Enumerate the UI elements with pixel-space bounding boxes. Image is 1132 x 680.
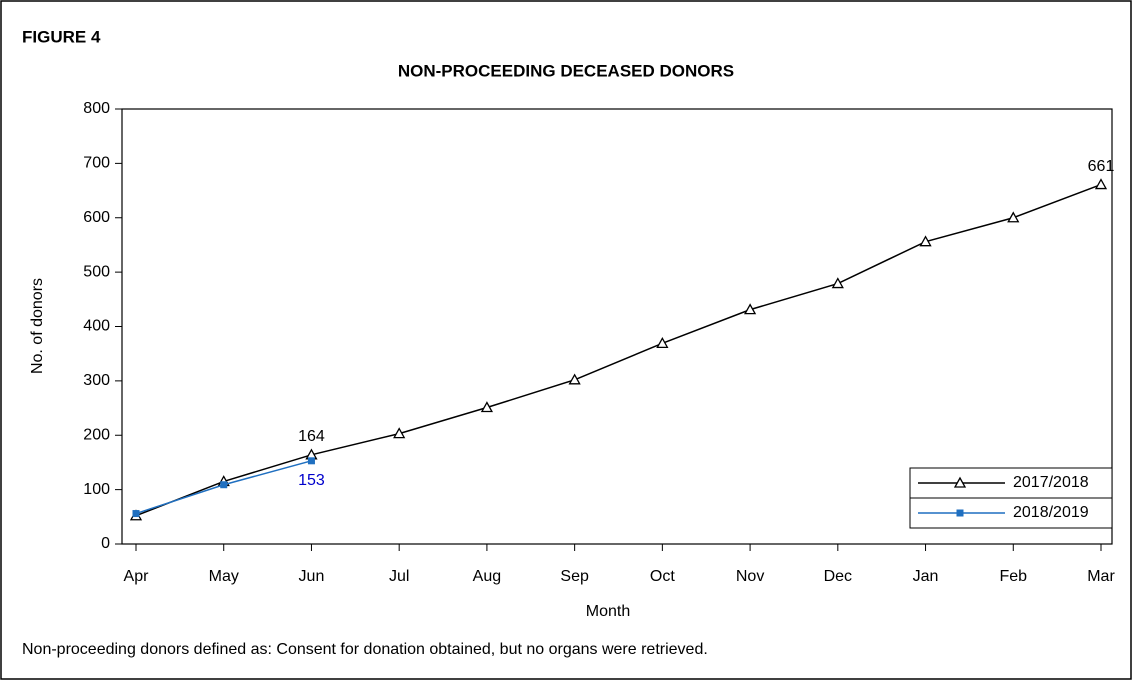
x-tick-label: May [209, 568, 239, 585]
marker [1007, 211, 1020, 223]
y-tick-label: 100 [83, 481, 110, 498]
marker [568, 373, 581, 385]
x-tick-label: Apr [124, 568, 150, 585]
y-tick-label: 800 [83, 100, 110, 117]
x-tick-label: Aug [473, 568, 501, 585]
marker [956, 509, 964, 517]
marker [1094, 178, 1108, 190]
marker [220, 481, 228, 489]
x-tick-label: Dec [824, 568, 852, 585]
x-axis-label: Month [586, 603, 630, 620]
marker [831, 277, 844, 289]
data-label: 164 [298, 428, 325, 445]
x-tick-label: Nov [736, 568, 764, 585]
marker [307, 457, 315, 465]
marker [953, 476, 967, 488]
y-tick-label: 700 [83, 155, 110, 172]
y-tick-label: 400 [83, 318, 110, 335]
x-tick-label: Jun [299, 568, 325, 585]
marker [393, 427, 406, 439]
marker [132, 510, 140, 518]
x-tick-label: Jan [913, 568, 939, 585]
figure-label: FIGURE 4 [22, 27, 101, 46]
y-axis-label: No. of donors [29, 278, 46, 374]
x-tick-label: Sep [560, 568, 589, 585]
data-label: 661 [1088, 158, 1115, 175]
y-tick-label: 300 [83, 372, 110, 389]
x-tick-label: Oct [650, 568, 675, 585]
data-label: 153 [298, 472, 325, 489]
x-tick-label: Mar [1087, 568, 1115, 585]
legend-label: 2017/2018 [1013, 474, 1089, 491]
legend-label: 2018/2019 [1013, 504, 1089, 521]
marker [743, 303, 757, 315]
x-tick-label: Feb [999, 568, 1027, 585]
marker [919, 235, 932, 247]
y-tick-label: 200 [83, 426, 110, 443]
y-tick-label: 600 [83, 209, 110, 226]
chart-title: NON-PROCEEDING DECEASED DONORS [398, 61, 734, 80]
marker [480, 401, 494, 413]
y-tick-label: 0 [101, 535, 110, 552]
series-line [135, 183, 1102, 517]
y-tick-label: 500 [83, 263, 110, 280]
footnote: Non-proceeding donors defined as: Consen… [22, 641, 708, 658]
x-tick-label: Jul [389, 568, 409, 585]
marker [656, 337, 669, 349]
